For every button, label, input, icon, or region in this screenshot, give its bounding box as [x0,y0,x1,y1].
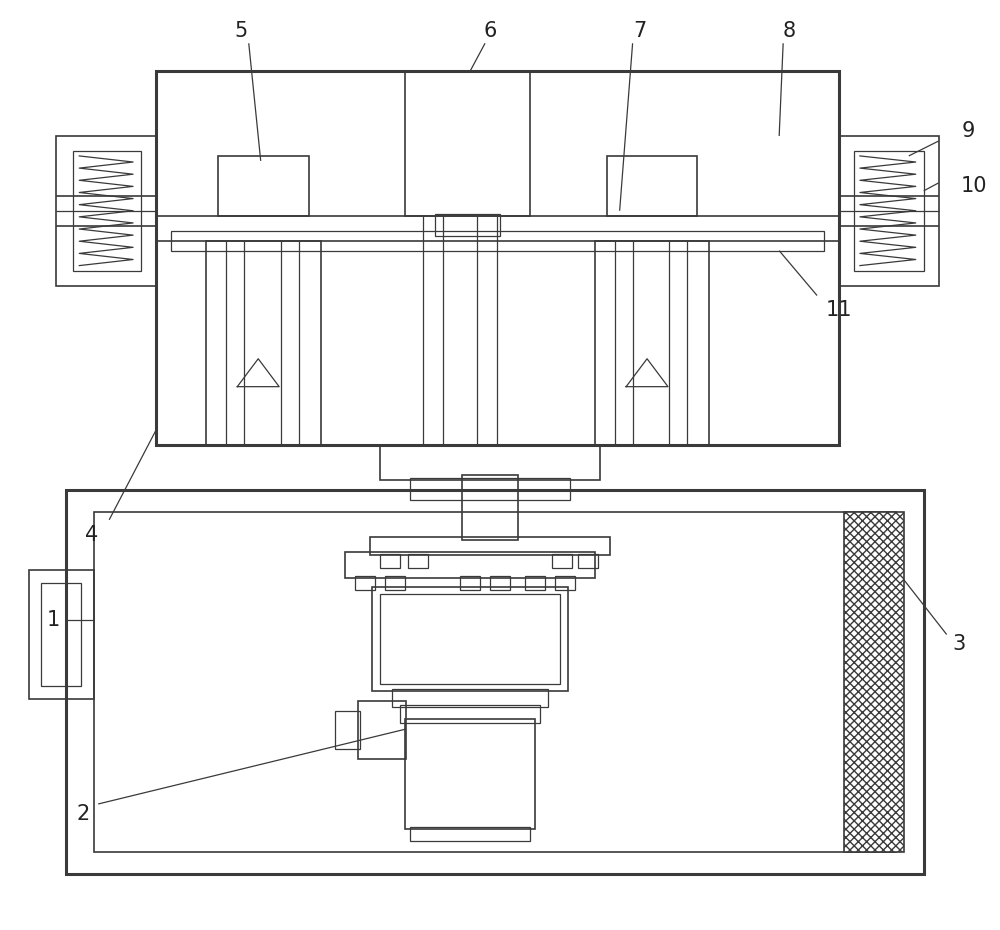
Bar [854,151,924,271]
Bar [490,576,510,590]
Bar [206,241,321,445]
Bar [435,214,500,235]
Bar [156,72,839,445]
Bar [358,701,406,759]
Bar [410,827,530,841]
Text: 3: 3 [952,634,965,655]
Bar [94,512,896,852]
Text: 8: 8 [783,21,796,41]
Bar [171,231,824,251]
Bar [380,593,560,684]
Text: 11: 11 [826,300,852,321]
Bar [335,711,360,750]
Bar [29,570,94,699]
Text: 10: 10 [960,176,987,196]
Bar [405,719,535,829]
Text: 7: 7 [633,21,646,41]
Bar [555,576,575,590]
Bar [73,151,141,271]
Bar [405,72,530,216]
Bar [380,553,400,567]
Bar [372,587,568,691]
Bar [380,445,600,480]
Bar [839,136,939,286]
Text: 2: 2 [77,804,90,824]
Bar [385,576,405,590]
Bar [460,576,480,590]
Bar [410,478,570,500]
Bar [578,553,598,567]
Bar [607,156,697,216]
Bar [525,576,545,590]
Bar [370,537,610,554]
Text: 1: 1 [47,609,60,630]
Bar [462,475,518,539]
Bar [552,553,572,567]
Bar [392,689,548,708]
Bar [66,490,924,874]
Text: 5: 5 [234,21,247,41]
Text: 4: 4 [85,525,98,545]
Bar [345,551,595,578]
Bar [408,553,428,567]
Bar [355,576,375,590]
Text: 9: 9 [962,121,975,141]
Bar [844,512,904,852]
Bar [218,156,309,216]
Bar [41,583,81,686]
Bar [595,241,709,445]
Text: 6: 6 [483,21,497,41]
Bar [56,136,156,286]
Bar [400,705,540,724]
